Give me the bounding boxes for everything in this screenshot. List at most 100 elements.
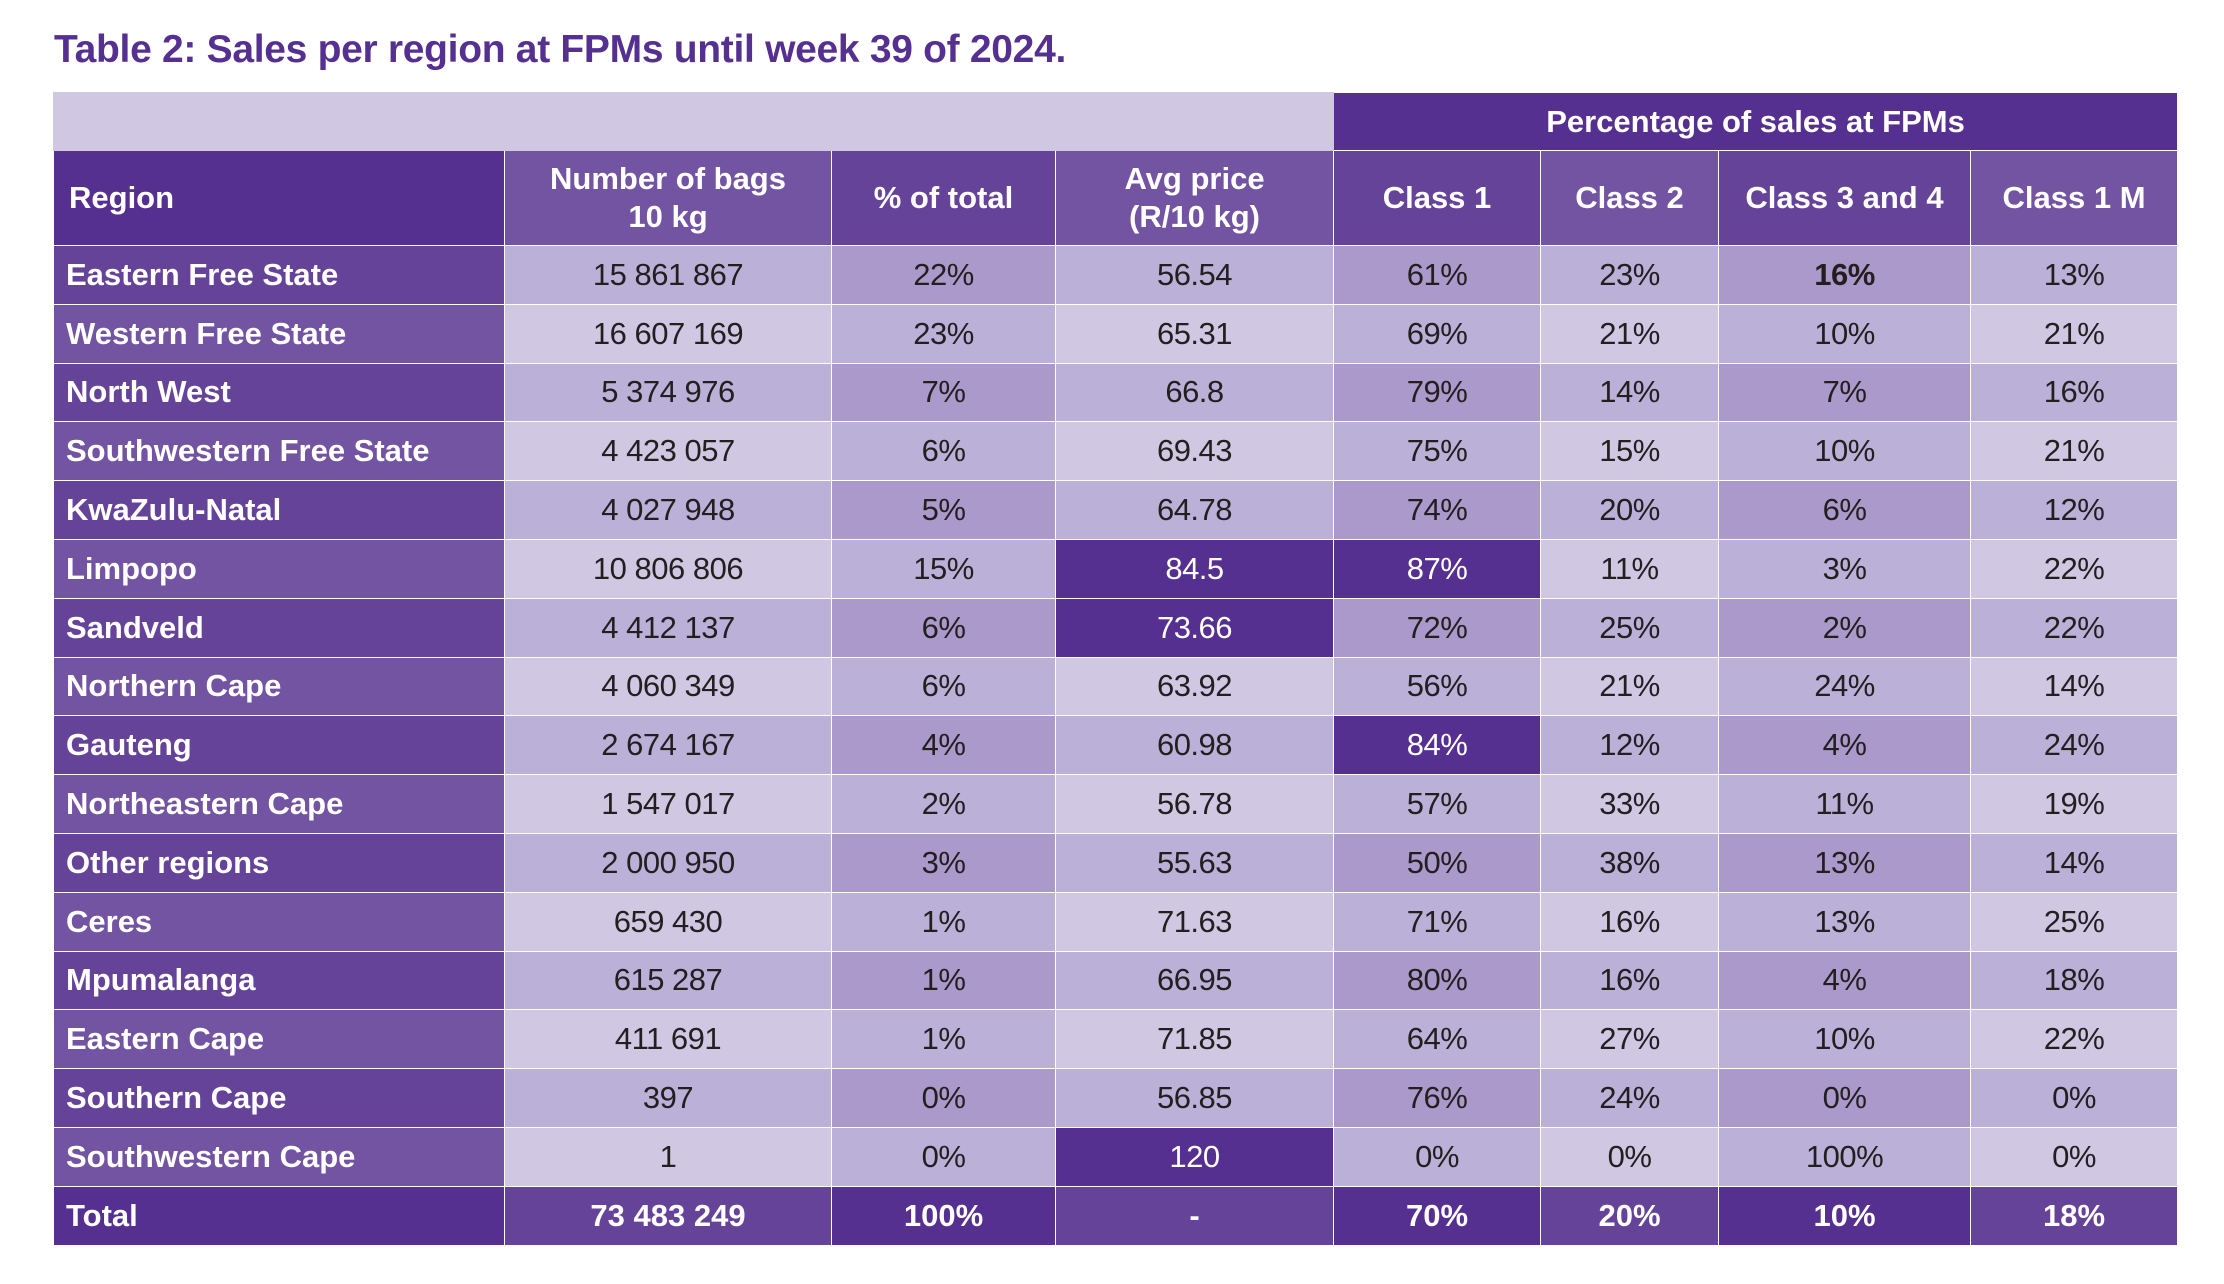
column-header-avg-price: Avg price (R/10 kg) — [1055, 150, 1334, 246]
bags-cell: 411 691 — [504, 1009, 832, 1070]
pct-total-cell: 7% — [831, 362, 1056, 423]
class2-cell: 38% — [1540, 832, 1719, 893]
class1-cell: 74% — [1333, 480, 1541, 540]
class1m-cell: 0% — [1969, 1068, 2179, 1128]
class1-cell: 57% — [1333, 774, 1541, 834]
column-header-class1m: Class 1 M — [1969, 150, 2179, 246]
pct-total-cell: 15% — [831, 538, 1056, 599]
class1m-cell: 22% — [1969, 1009, 2179, 1070]
class34-cell: 24% — [1718, 656, 1971, 717]
region-name-cell: Southern Cape — [53, 1068, 505, 1128]
class1-cell: 80% — [1333, 950, 1541, 1011]
class1-cell: 87% — [1333, 538, 1541, 599]
table-row: Gauteng 2 674 167 4% 60.98 84% 12% 4% 24% — [53, 715, 2179, 776]
pct-total-cell: 4% — [831, 715, 1056, 776]
bags-cell: 5 374 976 — [504, 362, 832, 423]
pct-total-cell: 0% — [831, 1126, 1056, 1187]
class2-cell: 16% — [1540, 891, 1719, 952]
pct-total-cell: 22% — [831, 245, 1056, 305]
class2-cell: 20% — [1540, 480, 1719, 540]
bags-cell: 4 412 137 — [504, 597, 832, 658]
class34-cell: 13% — [1718, 891, 1971, 952]
class34-cell: 0% — [1718, 1068, 1971, 1128]
region-name-cell: Western Free State — [53, 303, 505, 364]
class2-cell: 25% — [1540, 597, 1719, 658]
avg-price-cell: 71.63 — [1055, 891, 1334, 952]
bags-cell: 615 287 — [504, 950, 832, 1011]
class1-cell: 64% — [1333, 1009, 1541, 1070]
table-row: Southwestern Cape 1 0% 120 0% 0% 100% 0% — [53, 1126, 2179, 1187]
class1m-cell: 22% — [1969, 597, 2179, 658]
pct-total-cell: 1% — [831, 1009, 1056, 1070]
class2-cell: 11% — [1540, 538, 1719, 599]
region-name-cell: Sandveld — [53, 597, 505, 658]
bags-cell: 16 607 169 — [504, 303, 832, 364]
pct-total-cell: 6% — [831, 656, 1056, 717]
table-row: Other regions 2 000 950 3% 55.63 50% 38% 13% 14… — [53, 832, 2179, 893]
column-header-pct-total: % of total — [831, 150, 1056, 246]
total-class1m-cell: 18% — [1969, 1185, 2179, 1246]
total-pct-total-cell: 100% — [831, 1185, 1056, 1246]
pct-total-cell: 1% — [831, 891, 1056, 952]
table-row: Eastern Free State 15 861 867 22% 56.54 61% 2… — [53, 245, 2179, 305]
region-name-cell: Southwestern Free State — [53, 421, 505, 482]
class2-cell: 14% — [1540, 362, 1719, 423]
class34-cell: 10% — [1718, 421, 1971, 482]
column-header-row: Region Number of bags 10 kg% of total Avg p… — [53, 150, 2179, 246]
class34-cell: 13% — [1718, 832, 1971, 893]
class1-cell: 69% — [1333, 303, 1541, 364]
region-name-cell: Gauteng — [53, 715, 505, 776]
class2-cell: 16% — [1540, 950, 1719, 1011]
avg-price-cell: 55.63 — [1055, 832, 1334, 893]
class1m-cell: 13% — [1969, 245, 2179, 305]
avg-price-cell: 56.85 — [1055, 1068, 1334, 1128]
bags-cell: 4 027 948 — [504, 480, 832, 540]
column-header-region: Region — [53, 150, 505, 246]
region-name-cell: Ceres — [53, 891, 505, 952]
region-name-cell: Other regions — [53, 832, 505, 893]
class1-cell: 72% — [1333, 597, 1541, 658]
column-header-class1: Class 1 — [1333, 150, 1541, 246]
avg-price-cell: 71.85 — [1055, 1009, 1334, 1070]
class1m-cell: 21% — [1969, 421, 2179, 482]
region-name-cell: Southwestern Cape — [53, 1126, 505, 1187]
class34-cell: 10% — [1718, 303, 1971, 364]
avg-price-cell: 65.31 — [1055, 303, 1334, 364]
class2-cell: 27% — [1540, 1009, 1719, 1070]
table-row: Western Free State 16 607 169 23% 65.31 69% 2… — [53, 303, 2179, 364]
bags-cell: 2 674 167 — [504, 715, 832, 776]
avg-price-cell: 63.92 — [1055, 656, 1334, 717]
table-row: Southern Cape 397 0% 56.85 76% 24% 0% 0% — [53, 1068, 2179, 1128]
avg-price-cell: 56.54 — [1055, 245, 1334, 305]
pct-total-cell: 2% — [831, 774, 1056, 834]
table-row: North West 5 374 976 7% 66.8 79% 14% 7% 16% — [53, 362, 2179, 423]
class34-cell: 3% — [1718, 538, 1971, 599]
total-avg-price-cell: - — [1055, 1185, 1334, 1246]
table-row: Mpumalanga 615 287 1% 66.95 80% 16% 4% 18% — [53, 950, 2179, 1011]
region-name-cell: Limpopo — [53, 538, 505, 599]
class2-cell: 0% — [1540, 1126, 1719, 1187]
region-name-cell: Eastern Free State — [53, 245, 505, 305]
class2-cell: 21% — [1540, 303, 1719, 364]
class34-cell: 4% — [1718, 715, 1971, 776]
table-body: Eastern Free State 15 861 867 22% 56.54 61% 2… — [53, 245, 2179, 1246]
pct-total-cell: 6% — [831, 421, 1056, 482]
group-header-spacer — [53, 92, 1334, 151]
pct-total-cell: 3% — [831, 832, 1056, 893]
table-row: KwaZulu-Natal 4 027 948 5% 64.78 74% 20% 6% 12% — [53, 480, 2179, 540]
column-header-class34: Class 3 and 4 — [1718, 150, 1971, 246]
region-name-cell: Northeastern Cape — [53, 774, 505, 834]
table-row: Sandveld 4 412 137 6% 73.66 72% 25% 2% 22% — [53, 597, 2179, 658]
total-class1-cell: 70% — [1333, 1185, 1541, 1246]
pct-total-cell: 0% — [831, 1068, 1056, 1128]
class1m-cell: 12% — [1969, 480, 2179, 540]
avg-price-cell: 120 — [1055, 1126, 1334, 1187]
bags-cell: 659 430 — [504, 891, 832, 952]
class34-cell: 100% — [1718, 1126, 1971, 1187]
region-name-cell: Mpumalanga — [53, 950, 505, 1011]
class34-cell: 6% — [1718, 480, 1971, 540]
table-row: Ceres 659 430 1% 71.63 71% 16% 13% 25% — [53, 891, 2179, 952]
avg-price-cell: 60.98 — [1055, 715, 1334, 776]
region-name-cell: Eastern Cape — [53, 1009, 505, 1070]
table-row: Northern Cape 4 060 349 6% 63.92 56% 21% 24% 14… — [53, 656, 2179, 717]
